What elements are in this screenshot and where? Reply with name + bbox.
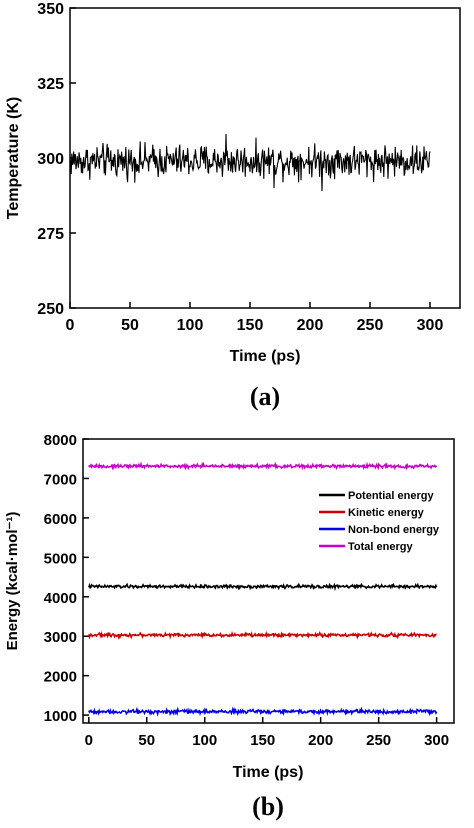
x-ticks-b: 0 50 100 150 200 250 300 <box>85 717 449 749</box>
y-tick-label: 275 <box>37 226 64 243</box>
x-tick-label: 100 <box>192 732 217 749</box>
series-line-kinetic-energy <box>88 630 437 641</box>
legend-label: Non-bond energy <box>348 524 440 536</box>
legend-label: Kinetic energy <box>348 507 425 519</box>
x-tick-label: 150 <box>237 317 264 334</box>
panel-b-energy-chart: 1000 2000 3000 4000 5000 6000 7000 8000 0 50 100 1… <box>4 432 455 821</box>
y-tick-label: 8000 <box>44 432 77 449</box>
y-tick-label: 6000 <box>44 511 77 528</box>
y-tick-label: 350 <box>37 1 64 18</box>
legend-label: Total energy <box>348 541 413 553</box>
x-tick-label: 100 <box>177 317 204 334</box>
y-tick-label: 250 <box>37 301 64 318</box>
y-tick-label: 7000 <box>44 471 77 488</box>
y-tick-label: 300 <box>37 151 64 168</box>
x-tick-label: 0 <box>85 732 93 749</box>
series-line-total-energy <box>88 461 438 471</box>
panel-a-temperature-chart: 250 275 300 325 350 0 50 100 150 200 250 300 Time … <box>5 1 461 411</box>
series-group-a <box>69 133 431 192</box>
legend-label: Potential energy <box>348 490 434 502</box>
x-tick-label: 150 <box>250 732 275 749</box>
y-axis-label-b: Energy (kcal·mol⁻¹) <box>4 512 21 651</box>
x-tick-label: 50 <box>121 317 139 334</box>
series-line-potential-energy <box>88 582 438 592</box>
series-line <box>69 133 431 192</box>
y-tick-label: 1000 <box>44 708 77 725</box>
legend-b: Potential energy Kinetic energy Non-bond e… <box>319 490 440 553</box>
y-axis-label-a: Temperature (K) <box>5 97 22 219</box>
y-tick-label: 4000 <box>44 590 77 607</box>
x-tick-label: 300 <box>417 317 444 334</box>
panel-caption-a: (a) <box>250 382 280 411</box>
y-tick-label: 5000 <box>44 550 77 567</box>
x-tick-label: 50 <box>138 732 155 749</box>
x-tick-label: 200 <box>297 317 324 334</box>
y-ticks-a: 250 275 300 325 350 <box>37 1 76 318</box>
y-tick-label: 2000 <box>44 669 77 686</box>
x-tick-label: 250 <box>366 732 391 749</box>
x-axis-label-b: Time (ps) <box>233 764 304 781</box>
series-line-non-bond-energy <box>88 706 438 718</box>
series-group-b <box>88 461 438 718</box>
y-tick-label: 325 <box>37 76 64 93</box>
y-tick-label: 3000 <box>44 629 77 646</box>
x-tick-label: 0 <box>66 317 75 334</box>
panel-caption-b: (b) <box>252 792 284 821</box>
x-axis-label-a: Time (ps) <box>230 348 301 365</box>
plot-frame-b <box>82 438 455 724</box>
x-tick-label: 250 <box>357 317 384 334</box>
x-tick-label: 200 <box>308 732 333 749</box>
x-tick-label: 300 <box>424 732 449 749</box>
x-ticks-a: 0 50 100 150 200 250 300 <box>66 302 444 334</box>
y-ticks-b: 1000 2000 3000 4000 5000 6000 7000 8000 <box>44 432 89 725</box>
